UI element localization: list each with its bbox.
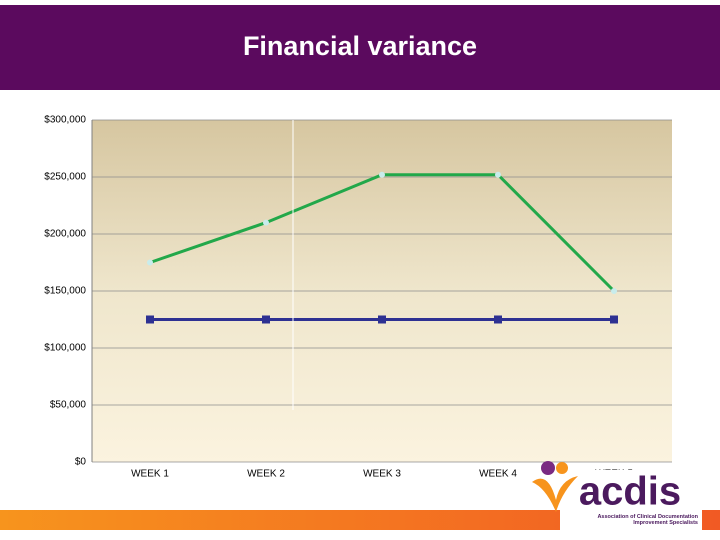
y-tick-label: $100,000 <box>44 343 86 354</box>
x-tick-label: WEEK 2 <box>247 469 285 480</box>
marker <box>494 315 502 324</box>
y-tick-label: $200,000 <box>44 229 86 240</box>
logo-bg <box>560 470 702 532</box>
marker <box>611 288 617 294</box>
x-tick-label: WEEK 3 <box>363 469 401 480</box>
marker <box>378 315 386 324</box>
logo-icon <box>541 461 555 475</box>
logo-name: acdis <box>579 470 681 514</box>
y-tick-label: $150,000 <box>44 286 86 297</box>
logo-icon <box>556 462 568 474</box>
marker <box>495 171 501 178</box>
x-tick-label: WEEK 4 <box>479 469 517 480</box>
logo-icon <box>532 476 578 512</box>
footer-band <box>0 510 720 530</box>
chart-title: Financial variance <box>243 31 477 61</box>
header-band <box>0 5 720 90</box>
logo-tagline: Association of Clinical Documentation Im… <box>597 514 698 526</box>
marker <box>379 171 385 178</box>
marker <box>610 315 618 324</box>
axes: $0 $50,000 $100,000 $150,000 $200,000 $250,00… <box>44 115 672 480</box>
marker <box>262 315 270 324</box>
logo-tagline-box: Association of Clinical Documentation Im… <box>597 514 698 526</box>
logo: acdis Association of Clinical Documentat… <box>532 461 702 532</box>
marker <box>263 219 269 226</box>
x-tick-label: WEEK 1 <box>131 469 169 480</box>
marker <box>147 259 153 266</box>
y-tick-label: $300,000 <box>44 115 86 126</box>
y-tick-label: $0 <box>75 457 87 468</box>
y-tick-label: $250,000 <box>44 172 86 183</box>
y-tick-label: $50,000 <box>50 400 87 411</box>
marker <box>146 315 154 324</box>
